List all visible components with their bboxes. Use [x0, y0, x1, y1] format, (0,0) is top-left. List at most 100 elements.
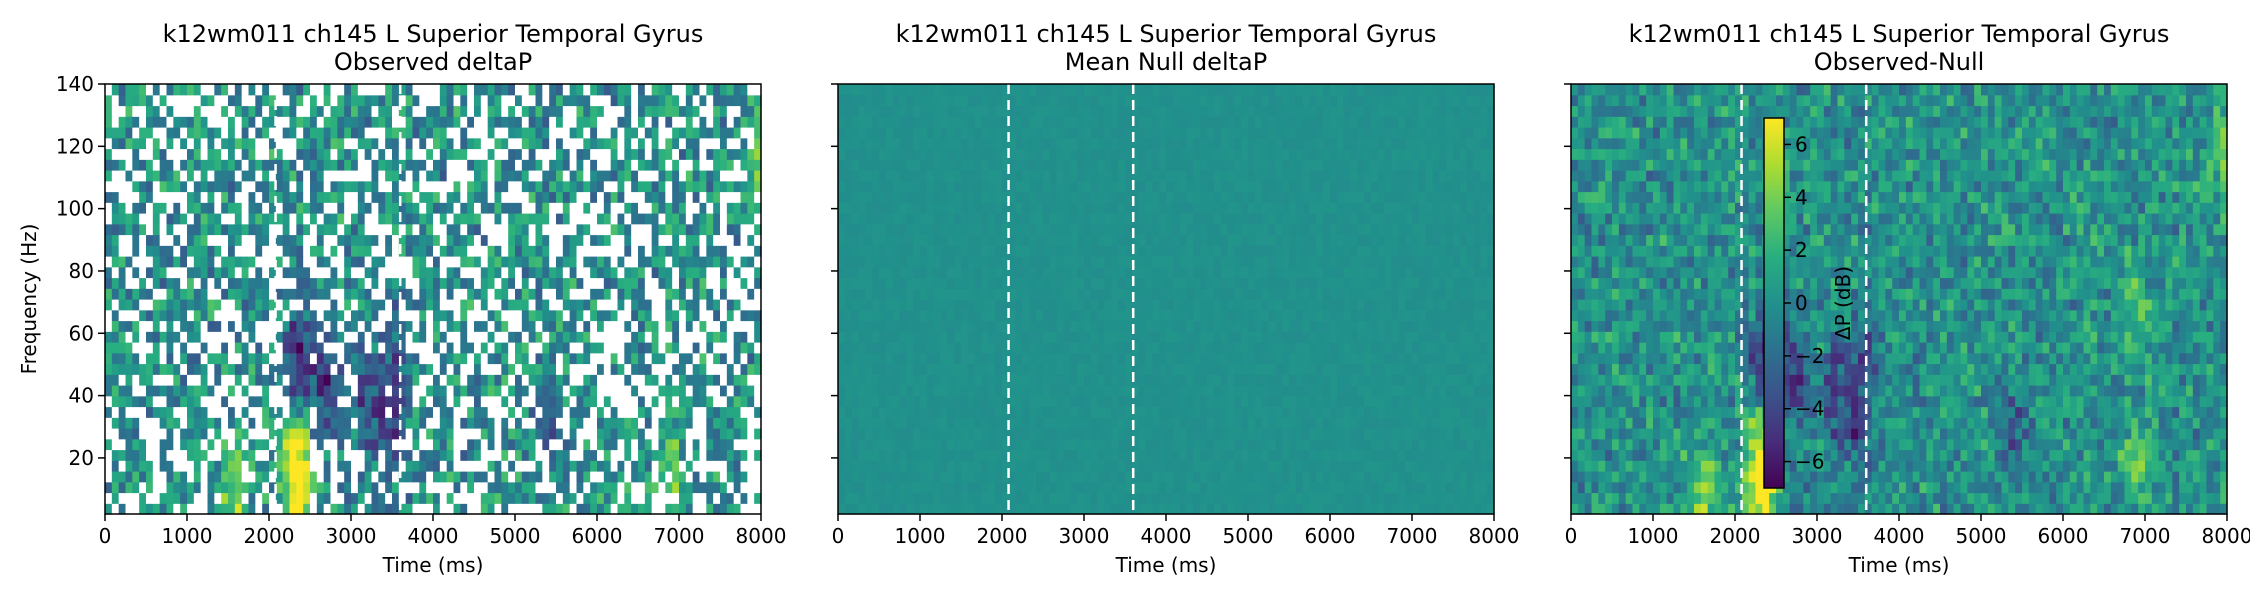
heatmap-cell: [166, 374, 174, 386]
heatmap-cell: [706, 352, 714, 365]
heatmap-cell: [118, 159, 127, 171]
heatmap-cell: [467, 137, 475, 150]
heatmap-cell: [706, 503, 714, 515]
heatmap-cell: [699, 116, 707, 128]
heatmap-cell: [385, 191, 393, 203]
heatmap-cell: [535, 471, 543, 483]
heatmap-cell: [726, 148, 735, 160]
heatmap-cell: [419, 191, 427, 203]
heatmap-cell: [269, 363, 277, 375]
heatmap-cell: [1043, 395, 1051, 408]
heatmap-cell: [508, 234, 516, 246]
heatmap-cell: [419, 148, 427, 160]
heatmap-cell: [187, 180, 195, 193]
heatmap-cell: [494, 363, 502, 375]
heatmap-cell: [562, 460, 571, 472]
heatmap-cell: [392, 385, 400, 397]
heatmap-cell: [310, 428, 318, 440]
heatmap-cell: [858, 406, 866, 418]
heatmap-cell: [241, 385, 250, 397]
heatmap-cell: [303, 503, 311, 515]
heatmap-cell: [412, 449, 420, 461]
heatmap-cell: [933, 406, 942, 418]
heatmap-cell: [200, 385, 209, 397]
heatmap-cell: [624, 180, 632, 193]
heatmap-cell: [364, 471, 373, 483]
heatmap-cell: [1029, 385, 1037, 397]
heatmap-cell: [419, 105, 427, 117]
heatmap-cell: [364, 245, 373, 257]
heatmap-cell: [207, 137, 215, 150]
heatmap-cell: [1131, 492, 1140, 504]
heatmap-cell: [569, 202, 578, 214]
heatmap-cell: [371, 148, 379, 160]
heatmap-cell: [405, 395, 414, 408]
heatmap-cell: [323, 503, 332, 515]
heatmap-cell: [344, 277, 352, 289]
heatmap-cell: [296, 428, 304, 440]
heatmap-cell: [262, 374, 270, 386]
heatmap-cell: [1179, 481, 1188, 494]
heatmap-cell: [569, 213, 578, 225]
heatmap-cell: [1186, 503, 1194, 515]
heatmap-cell: [371, 137, 379, 150]
heatmap-cell: [569, 481, 578, 494]
heatmap-cell: [234, 288, 243, 300]
heatmap-cell: [275, 127, 284, 139]
heatmap-cell: [159, 105, 168, 117]
heatmap-cell: [132, 105, 140, 117]
heatmap-cell: [1316, 406, 1324, 418]
heatmap-cell: [562, 148, 571, 160]
heatmap-cell: [1268, 481, 1276, 494]
heatmap-cell: [275, 288, 284, 300]
heatmap-cell: [173, 127, 181, 139]
heatmap-cell: [385, 202, 393, 214]
heatmap-cell: [357, 245, 366, 257]
heatmap-cell: [892, 417, 901, 429]
heatmap-cell: [146, 471, 154, 483]
heatmap-cell: [528, 331, 537, 343]
heatmap-cell: [200, 191, 209, 203]
heatmap-cell: [392, 320, 400, 332]
heatmap-cell: [453, 417, 461, 429]
heatmap-cell: [638, 288, 646, 300]
heatmap-cell: [146, 277, 154, 289]
heatmap-cell: [357, 84, 366, 96]
heatmap-cell: [330, 191, 338, 203]
heatmap-cell: [576, 191, 584, 203]
heatmap-cell: [631, 352, 639, 365]
heatmap-cell: [187, 471, 195, 483]
heatmap-cell: [433, 309, 441, 322]
heatmap-cell: [726, 170, 735, 182]
heatmap-cell: [474, 277, 482, 289]
heatmap-cell: [187, 105, 195, 117]
heatmap-cell: [610, 492, 619, 504]
heatmap-cell: [651, 363, 660, 375]
heatmap-cell: [357, 438, 366, 451]
heatmap-cell: [446, 116, 455, 128]
heatmap-cell: [733, 363, 742, 375]
heatmap-cell: [1377, 417, 1386, 429]
heatmap-cell: [706, 320, 714, 332]
heatmap-cell: [433, 277, 441, 289]
heatmap-cell: [1193, 503, 1201, 515]
heatmap-cell: [603, 342, 612, 354]
heatmap-cell: [576, 320, 584, 332]
heatmap-cell: [528, 148, 537, 160]
heatmap-cell: [207, 320, 215, 332]
heatmap-cell: [954, 492, 962, 504]
heatmap-cell: [262, 202, 270, 214]
heatmap-cell: [1022, 417, 1030, 429]
heatmap-cell: [926, 460, 935, 472]
heatmap-cell: [453, 234, 461, 246]
heatmap-cell: [1466, 395, 1475, 408]
heatmap-cell: [193, 363, 202, 375]
heatmap-cell: [412, 277, 420, 289]
heatmap-cell: [398, 127, 407, 139]
heatmap-cell: [1077, 395, 1085, 408]
heatmap-cell: [590, 471, 598, 483]
heatmap-cell: [392, 245, 400, 257]
heatmap-cell: [187, 202, 195, 214]
heatmap-cell: [665, 503, 673, 515]
heatmap-cell: [713, 105, 721, 117]
